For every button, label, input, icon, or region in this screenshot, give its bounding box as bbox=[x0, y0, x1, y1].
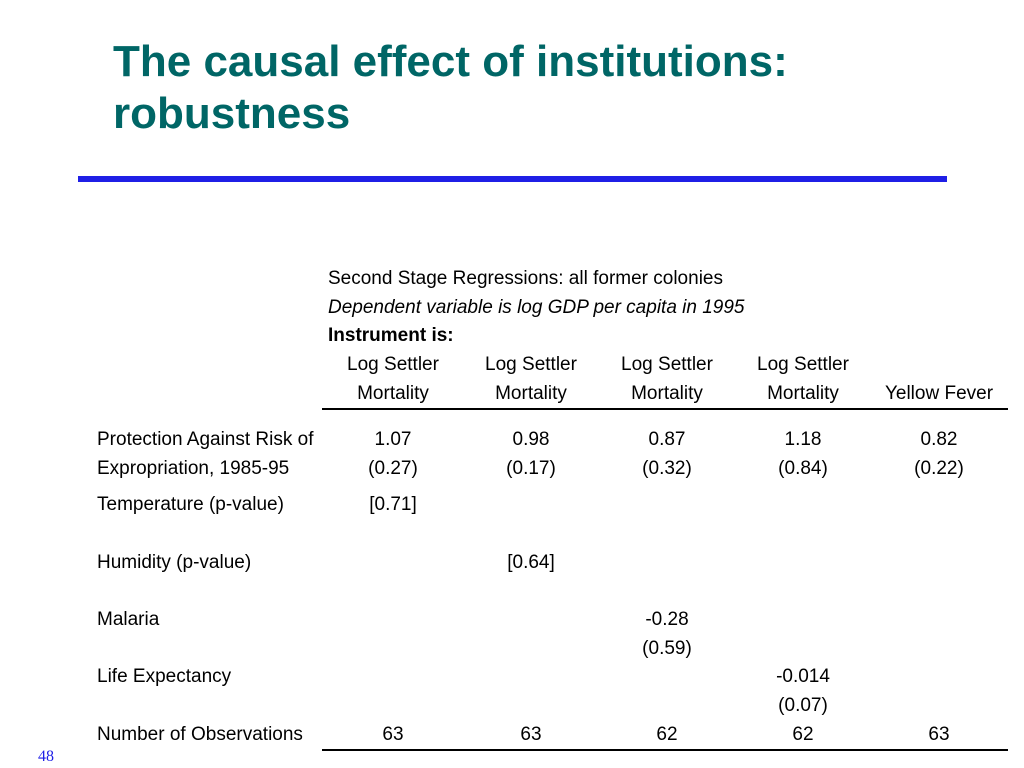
col-header-3-line1: Log Settler bbox=[621, 354, 713, 375]
malaria-se: (0.59) bbox=[642, 638, 692, 659]
row-label-temperature: Temperature (p-value) bbox=[97, 494, 284, 515]
protection-se-5: (0.22) bbox=[914, 458, 964, 479]
row-label-life-expectancy: Life Expectancy bbox=[97, 666, 232, 687]
col-header-2-line2: Mortality bbox=[495, 383, 567, 404]
malaria-coef: -0.28 bbox=[645, 609, 689, 630]
life-expectancy-coef: -0.014 bbox=[776, 666, 830, 687]
bottom-rule bbox=[322, 749, 1008, 751]
protection-se-3: (0.32) bbox=[642, 458, 692, 479]
col-header-1-line2: Mortality bbox=[357, 383, 429, 404]
title-line-2: robustness bbox=[113, 89, 351, 138]
protection-coef-4: 1.18 bbox=[784, 429, 822, 450]
protection-coef-2: 0.98 bbox=[512, 429, 550, 450]
page-number: 48 bbox=[38, 748, 54, 765]
protection-se-4: (0.84) bbox=[778, 458, 828, 479]
humidity-pvalue: [0.64] bbox=[507, 552, 555, 573]
header-rule bbox=[322, 408, 1008, 410]
title-line-1: The causal effect of institutions: bbox=[113, 37, 788, 86]
temperature-pvalue: [0.71] bbox=[369, 494, 417, 515]
col-header-2-line1: Log Settler bbox=[485, 354, 577, 375]
title-divider bbox=[78, 176, 947, 182]
dependent-variable: Dependent variable is log GDP per capita… bbox=[328, 297, 745, 318]
observations-1: 63 bbox=[382, 724, 404, 745]
col-header-4-line1: Log Settler bbox=[757, 354, 849, 375]
life-expectancy-se: (0.07) bbox=[778, 695, 828, 716]
protection-coef-1: 1.07 bbox=[374, 429, 412, 450]
observations-2: 63 bbox=[520, 724, 542, 745]
row-label-observations: Number of Observations bbox=[97, 724, 303, 745]
col-header-1-line1: Log Settler bbox=[347, 354, 439, 375]
protection-coef-3: 0.87 bbox=[648, 429, 686, 450]
row-label-malaria: Malaria bbox=[97, 609, 160, 630]
protection-se-2: (0.17) bbox=[506, 458, 556, 479]
row-label-protection-1: Protection Against Risk of bbox=[97, 429, 314, 450]
protection-coef-5: 0.82 bbox=[920, 429, 958, 450]
row-label-protection-2: Expropriation, 1985-95 bbox=[97, 458, 290, 479]
col-header-3-line2: Mortality bbox=[631, 383, 703, 404]
instrument-label: Instrument is: bbox=[328, 325, 454, 346]
slide-title: The causal effect of institutions: robus… bbox=[113, 36, 973, 140]
col-header-4-line2: Mortality bbox=[767, 383, 839, 404]
table-caption: Second Stage Regressions: all former col… bbox=[328, 268, 723, 289]
observations-4: 62 bbox=[792, 724, 814, 745]
observations-3: 62 bbox=[656, 724, 678, 745]
col-header-5-line2: Yellow Fever bbox=[884, 383, 994, 404]
observations-5: 63 bbox=[928, 724, 950, 745]
protection-se-1: (0.27) bbox=[368, 458, 418, 479]
row-label-humidity: Humidity (p-value) bbox=[97, 552, 252, 573]
